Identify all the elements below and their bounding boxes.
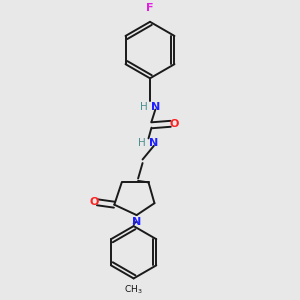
Text: O: O (169, 119, 179, 129)
Text: N: N (149, 138, 158, 148)
Text: N: N (151, 102, 160, 112)
Text: H: H (140, 102, 147, 112)
Text: CH$_3$: CH$_3$ (124, 284, 143, 296)
Text: H: H (138, 138, 146, 148)
Text: O: O (90, 197, 99, 207)
Text: N: N (132, 217, 141, 226)
Text: F: F (146, 4, 154, 14)
